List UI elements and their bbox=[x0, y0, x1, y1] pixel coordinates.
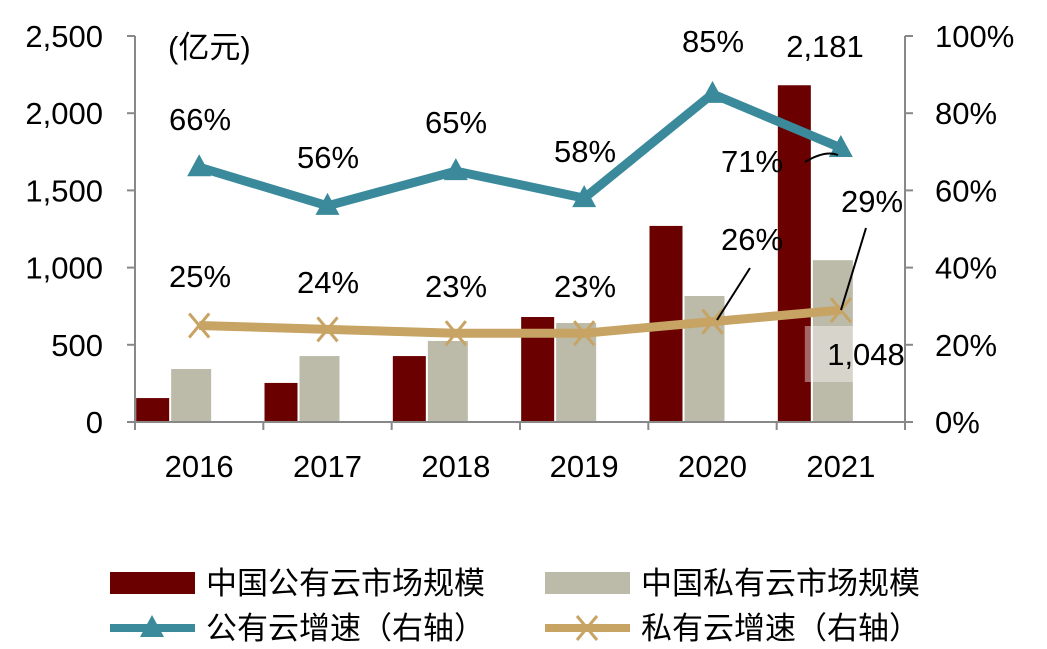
x-tick-label: 2016 bbox=[165, 449, 234, 484]
private-size-label: 1,048 bbox=[827, 337, 905, 372]
marker-public-2020 bbox=[700, 80, 725, 103]
y-right-tick-label: 60% bbox=[935, 173, 997, 208]
private-growth-label: 23% bbox=[425, 269, 487, 304]
y-right-tick-label: 80% bbox=[935, 96, 997, 131]
legend-label: 中国公有云市场规模 bbox=[206, 566, 485, 601]
x-tick-label: 2020 bbox=[678, 449, 747, 484]
public-growth-label: 65% bbox=[425, 105, 487, 140]
private-growth-label: 25% bbox=[169, 259, 231, 294]
marker-public-2021 bbox=[828, 134, 853, 157]
x-tick-label: 2019 bbox=[550, 449, 619, 484]
y-right-tick-label: 20% bbox=[935, 328, 997, 363]
bar-public-2016 bbox=[136, 398, 170, 422]
bar-private-2017 bbox=[299, 356, 340, 422]
legend-swatch bbox=[110, 572, 195, 594]
marker-private-2021 bbox=[829, 297, 852, 324]
private-growth-label: 24% bbox=[297, 265, 359, 300]
bar-public-2017 bbox=[264, 382, 298, 422]
marker-private-2020 bbox=[701, 308, 724, 335]
y-left-tick-label: 1,000 bbox=[25, 251, 103, 286]
y-right-tick-label: 0% bbox=[935, 405, 980, 440]
y-right-tick-label: 40% bbox=[935, 251, 997, 286]
y-left-tick-label: 1,500 bbox=[25, 173, 103, 208]
private-growth-label: 23% bbox=[554, 269, 616, 304]
bar-private-2018 bbox=[427, 340, 468, 422]
marker-public-2016 bbox=[187, 154, 212, 177]
private-growth-label: 26% bbox=[721, 222, 783, 257]
public-growth-label: 66% bbox=[169, 102, 231, 137]
public-growth-label: 58% bbox=[554, 134, 616, 169]
marker-private-2016 bbox=[188, 312, 211, 339]
legend-label: 中国私有云市场规模 bbox=[641, 566, 920, 601]
public-growth-label: 56% bbox=[297, 140, 359, 175]
leader-line bbox=[840, 227, 867, 311]
marker-private-2019 bbox=[573, 320, 596, 347]
bar-public-2021 bbox=[777, 85, 811, 422]
unit-label: (亿元) bbox=[168, 30, 251, 65]
y-left-tick-label: 2,000 bbox=[25, 96, 103, 131]
public-growth-label: 85% bbox=[682, 24, 744, 59]
public-size-label: 2,181 bbox=[786, 29, 864, 64]
marker-private-2017 bbox=[316, 316, 339, 343]
legend-x-icon bbox=[575, 615, 599, 641]
public-growth-label: 71% bbox=[721, 144, 783, 179]
bar-public-2018 bbox=[392, 356, 426, 422]
marker-public-2019 bbox=[572, 185, 597, 208]
legend-swatch bbox=[545, 572, 630, 594]
y-left-tick-label: 0 bbox=[86, 405, 103, 440]
y-right-tick-label: 100% bbox=[935, 19, 1014, 54]
x-tick-label: 2017 bbox=[293, 449, 362, 484]
leader-line bbox=[716, 267, 751, 321]
marker-private-2018 bbox=[444, 320, 467, 347]
bar-private-2021 bbox=[812, 260, 853, 422]
x-tick-label: 2018 bbox=[421, 449, 490, 484]
y-left-tick-label: 2,500 bbox=[25, 19, 103, 54]
marker-public-2018 bbox=[443, 158, 468, 181]
y-left-tick-label: 500 bbox=[51, 328, 103, 363]
bar-private-2019 bbox=[556, 323, 597, 422]
legend-label: 公有云增速（右轴） bbox=[206, 611, 485, 646]
x-tick-label: 2021 bbox=[806, 449, 875, 484]
bar-private-2016 bbox=[171, 369, 212, 422]
label-box bbox=[804, 326, 909, 382]
leader-line bbox=[804, 152, 839, 163]
line-private-growth bbox=[199, 305, 842, 338]
private-growth-label: 29% bbox=[841, 184, 903, 219]
line-public-growth bbox=[197, 88, 843, 211]
legend-label: 私有云增速（右轴） bbox=[641, 611, 920, 646]
legend-triangle-icon bbox=[140, 615, 164, 637]
marker-public-2017 bbox=[315, 192, 340, 215]
